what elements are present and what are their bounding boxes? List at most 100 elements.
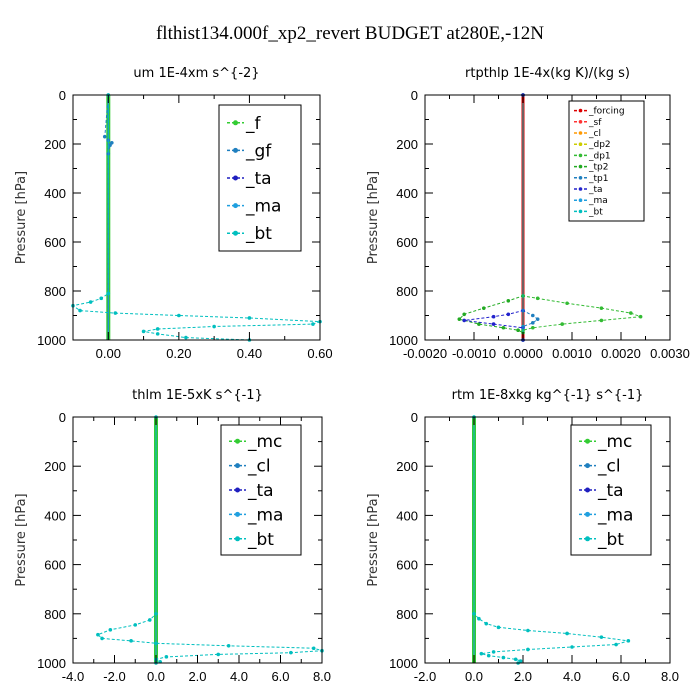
data-point	[496, 625, 501, 630]
legend-label: _ta	[597, 481, 624, 501]
y-tick-label: 0	[411, 88, 418, 103]
data-point	[88, 300, 93, 304]
legend-marker	[578, 198, 583, 202]
x-tick-label: -2.0	[103, 669, 125, 684]
x-tick-label: 0.20	[166, 346, 191, 361]
data-point	[599, 318, 604, 323]
data-point	[482, 306, 486, 310]
legend-label: _ma	[597, 505, 633, 525]
panel-title: rtpthlp 1E-4x(kg K)/(kg s)	[465, 66, 630, 81]
y-tick-label: 200	[396, 137, 418, 152]
legend-marker	[233, 120, 238, 126]
legend-label: _bt	[588, 207, 603, 217]
y-tick-label: 800	[396, 284, 418, 299]
x-tick-label: -0.0010	[452, 346, 496, 361]
y-tick-label: 200	[44, 459, 66, 474]
legend-marker	[235, 487, 240, 493]
data-point	[154, 641, 158, 646]
legend-marker	[233, 175, 238, 181]
data-point	[216, 652, 221, 657]
legend-label: _ma	[245, 197, 281, 217]
series-bt	[472, 415, 631, 665]
data-point	[526, 647, 530, 652]
data-point	[113, 311, 118, 315]
data-point	[565, 631, 569, 636]
panel-3: thlm 1E-5xK s^{-1} Pressure [hPa] -4.0 -2.0…	[14, 388, 331, 684]
legend-marker	[233, 203, 238, 209]
y-tick-label: 1000	[389, 333, 418, 348]
legend-marker	[578, 164, 583, 169]
legend-marker	[585, 536, 590, 542]
x-tick-label: -2.0	[414, 669, 436, 684]
y-tick-label: 600	[396, 558, 418, 573]
legend-marker	[578, 108, 583, 113]
y-axis-label: Pressure [hPa]	[14, 171, 29, 264]
data-point	[78, 308, 82, 313]
legend-label: _dp2	[588, 140, 611, 150]
x-tick-label: 0.0000	[503, 346, 543, 361]
data-point	[96, 632, 100, 637]
data-point	[518, 659, 523, 663]
data-point	[477, 616, 481, 621]
data-point	[535, 317, 540, 321]
legend-marker	[578, 142, 583, 146]
legend-marker	[585, 463, 590, 469]
data-point	[108, 627, 113, 632]
legend-marker	[233, 230, 238, 236]
data-point	[479, 651, 484, 656]
y-tick-label: 0	[59, 410, 66, 425]
legend: _mc _cl _ta _ma _bt	[570, 424, 652, 556]
data-point	[531, 321, 535, 325]
data-point	[147, 618, 152, 622]
x-tick-label: 8.0	[313, 669, 331, 684]
legend-label: _sf	[588, 118, 602, 128]
data-point	[129, 639, 133, 643]
data-point	[141, 329, 146, 334]
data-point	[491, 650, 496, 654]
data-point	[457, 317, 462, 321]
legend-marker	[585, 511, 590, 517]
legend-label: _dp1	[588, 151, 611, 161]
data-point	[526, 628, 530, 633]
panel-title: rtm 1E-8xkg kg^{-1} s^{-1}	[452, 388, 644, 403]
y-tick-label: 0	[59, 88, 66, 103]
data-point	[486, 653, 491, 658]
y-tick-label: 1000	[37, 656, 66, 671]
y-tick-label: 400	[396, 186, 418, 201]
x-tick-label: 0.0020	[601, 346, 641, 361]
data-point	[513, 657, 518, 662]
data-point	[484, 621, 489, 626]
data-point	[531, 313, 535, 318]
legend-marker	[578, 209, 583, 214]
data-point	[289, 650, 293, 655]
legend-label: _bt	[247, 530, 274, 550]
legend-label: _ma	[588, 196, 608, 206]
legend-marker	[578, 176, 583, 180]
x-tick-label: 6.0	[612, 669, 630, 684]
legend-marker	[578, 131, 583, 135]
data-point	[133, 623, 138, 627]
data-point	[472, 612, 476, 616]
series-ta	[462, 93, 525, 342]
x-tick-label: 6.0	[271, 669, 289, 684]
x-tick-label: 0.60	[307, 346, 332, 361]
series-tp2	[457, 93, 525, 342]
series-line	[96, 417, 323, 664]
data-point	[570, 645, 574, 649]
y-tick-label: 400	[44, 186, 66, 201]
y-axis-label: Pressure [hPa]	[14, 493, 29, 586]
x-tick-label: 0.0	[147, 669, 165, 684]
data-point	[177, 313, 181, 318]
panel-4: rtm 1E-8xkg kg^{-1} s^{-1} Pressure [hPa]…	[366, 388, 679, 684]
legend-marker	[578, 120, 583, 124]
legend: _mc _cl _ta _ma _bt	[220, 424, 302, 556]
data-point	[501, 325, 506, 330]
y-tick-label: 1000	[37, 333, 66, 348]
x-tick-label: 0.0010	[552, 346, 592, 361]
data-point	[535, 296, 540, 301]
y-tick-label: 400	[396, 508, 418, 523]
x-tick-label: -0.0020	[403, 346, 447, 361]
y-axis-label: Pressure [hPa]	[366, 493, 381, 586]
